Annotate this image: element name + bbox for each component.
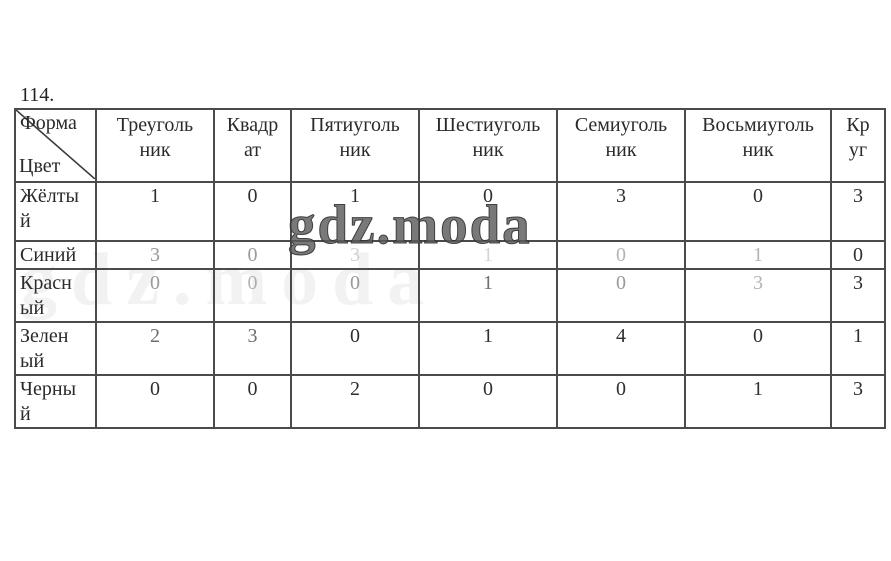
row-label-blue: Синий <box>14 240 97 270</box>
table-cell: 1 <box>684 374 832 429</box>
table-cell: 1 <box>290 181 420 242</box>
table-cell: 3 <box>556 181 686 242</box>
corner-label-color: Цвет <box>19 155 61 177</box>
header-row: Форма Цвет Треуголь ник Квадр ат Пятиуго… <box>14 108 886 183</box>
table-cell: 3 <box>830 374 886 429</box>
row-label-red: Красн ый <box>14 268 97 323</box>
column-header-triangle: Треуголь ник <box>95 108 215 183</box>
table-cell: 0 <box>95 268 215 323</box>
table-cell: 0 <box>213 240 292 270</box>
table-cell: 3 <box>830 181 886 242</box>
answers-table: Форма Цвет Треуголь ник Квадр ат Пятиуго… <box>14 108 886 429</box>
column-header-hexagon: Шестиуголь ник <box>418 108 558 183</box>
table-cell: 0 <box>213 374 292 429</box>
table-cell: 2 <box>290 374 420 429</box>
row-label-black: Черны й <box>14 374 97 429</box>
table-cell: 3 <box>213 321 292 376</box>
corner-cell: Форма Цвет <box>14 108 97 183</box>
table-row-yellow: Жёлты й 1 0 1 0 3 0 3 <box>14 181 886 242</box>
table-cell: 0 <box>213 181 292 242</box>
table-cell: 0 <box>418 374 558 429</box>
row-label-green: Зелен ый <box>14 321 97 376</box>
table-cell: 0 <box>290 321 420 376</box>
table-cell: 3 <box>684 268 832 323</box>
table-cell: 3 <box>830 268 886 323</box>
table-row-blue: Синий 3 0 3 1 0 1 0 <box>14 240 886 270</box>
table-cell: 0 <box>556 268 686 323</box>
column-header-circle: Кр уг <box>830 108 886 183</box>
table-row-black: Черны й 0 0 2 0 0 1 3 <box>14 374 886 429</box>
corner-diagonal-line <box>16 110 95 179</box>
table-cell: 0 <box>95 374 215 429</box>
table-cell: 1 <box>418 321 558 376</box>
table-cell: 0 <box>290 268 420 323</box>
table-cell: 3 <box>95 240 215 270</box>
table-cell: 1 <box>95 181 215 242</box>
table-cell: 0 <box>556 374 686 429</box>
column-header-pentagon: Пятиуголь ник <box>290 108 420 183</box>
table-cell: 1 <box>830 321 886 376</box>
table-cell: 0 <box>684 181 832 242</box>
task-number: 114. <box>20 84 55 106</box>
table-cell: 1 <box>418 240 558 270</box>
table-cell: 2 <box>95 321 215 376</box>
table-row-green: Зелен ый 2 3 0 1 4 0 1 <box>14 321 886 376</box>
corner-box: Форма Цвет <box>16 110 95 179</box>
table-row-red: Красн ый 0 0 0 1 0 3 3 <box>14 268 886 323</box>
column-header-octagon: Восьмиуголь ник <box>684 108 832 183</box>
table-cell: 1 <box>684 240 832 270</box>
table-cell: 0 <box>830 240 886 270</box>
corner-label-form: Форма <box>20 112 77 134</box>
table-cell: 0 <box>213 268 292 323</box>
table-cell: 0 <box>418 181 558 242</box>
table-cell: 1 <box>418 268 558 323</box>
row-label-yellow: Жёлты й <box>14 181 97 242</box>
table-cell: 3 <box>290 240 420 270</box>
table-cell: 4 <box>556 321 686 376</box>
column-header-square: Квадр ат <box>213 108 292 183</box>
table-cell: 0 <box>684 321 832 376</box>
table-cell: 0 <box>556 240 686 270</box>
column-header-heptagon: Семиуголь ник <box>556 108 686 183</box>
